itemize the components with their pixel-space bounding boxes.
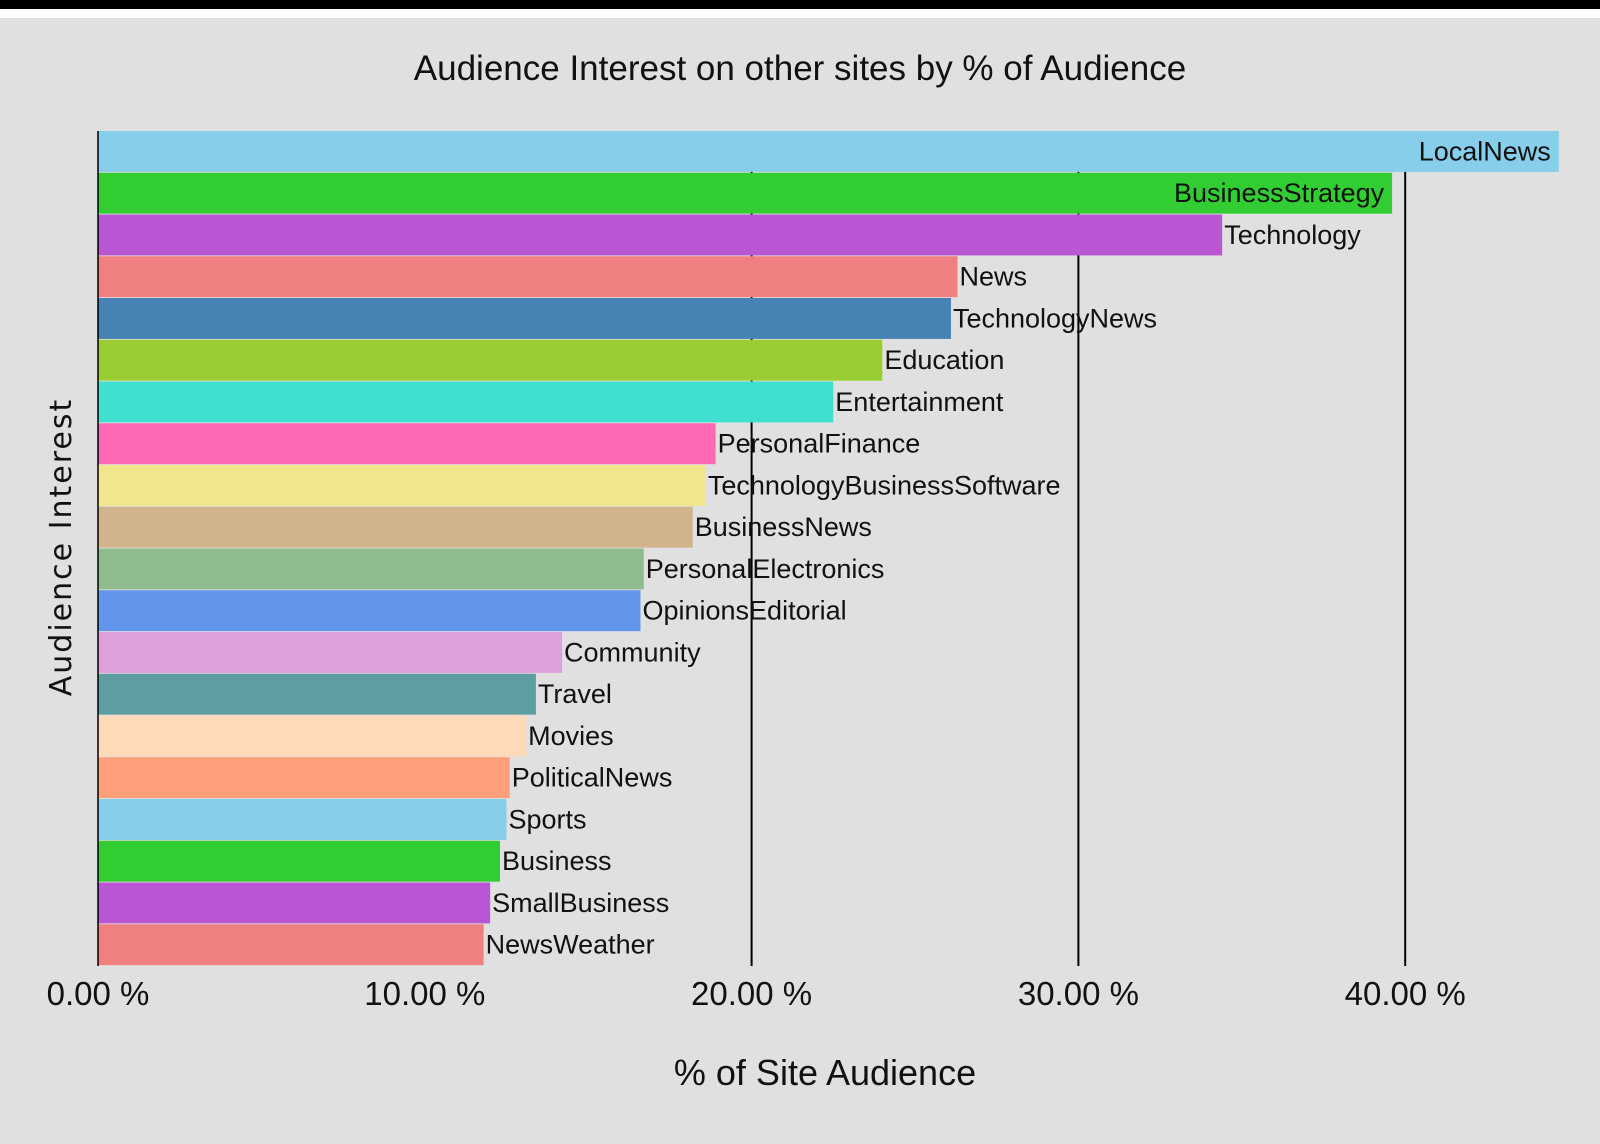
bar — [98, 423, 716, 465]
bar-label: BusinessStrategy — [1174, 178, 1385, 208]
bar-label: Business — [502, 846, 612, 876]
bar — [98, 465, 706, 506]
x-tick-label: 30.00 % — [1018, 975, 1139, 1012]
bar — [98, 381, 834, 423]
bar-label: Entertainment — [835, 387, 1004, 417]
x-tick-label: 0.00 % — [47, 975, 150, 1012]
bar-label: TechnologyNews — [953, 303, 1157, 333]
bar-label: PersonalElectronics — [646, 554, 885, 584]
bar — [98, 715, 527, 757]
bar — [98, 298, 951, 339]
bar-label: News — [959, 262, 1027, 292]
bar-label: Education — [884, 345, 1004, 375]
bar — [98, 590, 641, 632]
bar — [98, 757, 510, 799]
bar — [98, 799, 507, 840]
bar-label: Technology — [1224, 220, 1361, 250]
bar-label: Community — [564, 637, 701, 667]
bar-label: Movies — [528, 721, 614, 751]
bar-label: NewsWeather — [486, 930, 655, 960]
bar — [98, 840, 500, 882]
x-tick-label: 20.00 % — [691, 975, 812, 1012]
bar-label: SmallBusiness — [492, 888, 669, 918]
bar-label: TechnologyBusinessSoftware — [708, 470, 1061, 500]
bar — [98, 214, 1223, 256]
x-tick-label: 10.00 % — [364, 975, 485, 1012]
bar — [98, 506, 693, 548]
bar — [98, 632, 563, 673]
bar — [98, 131, 1559, 172]
bars — [98, 131, 1559, 966]
x-axis-title: % of Site Audience — [674, 1052, 976, 1093]
bar-label: PersonalFinance — [718, 429, 921, 459]
bar-label: Sports — [509, 804, 587, 834]
bar — [98, 172, 1393, 214]
bar — [98, 256, 958, 298]
chart-title: Audience Interest on other sites by % of… — [414, 49, 1186, 88]
x-tick-label: 40.00 % — [1345, 975, 1466, 1012]
bar — [98, 339, 883, 381]
bar-label: BusinessNews — [695, 512, 872, 542]
x-tick-labels: 0.00 % 10.00 % 20.00 % 30.00 % 40.00 % — [47, 975, 1466, 1012]
bar-label: OpinionsEditorial — [642, 596, 846, 626]
bar-label: LocalNews — [1419, 136, 1551, 166]
bar — [98, 882, 491, 924]
bar-label: PoliticalNews — [512, 763, 673, 793]
bar-labels: LocalNewsBusinessStrategyTechnologyNewsT… — [486, 136, 1551, 959]
bar-label: Travel — [538, 679, 612, 709]
bar — [98, 548, 644, 590]
bar — [98, 924, 484, 966]
y-axis-title: Audience Interest — [44, 398, 79, 696]
bar — [98, 673, 536, 715]
